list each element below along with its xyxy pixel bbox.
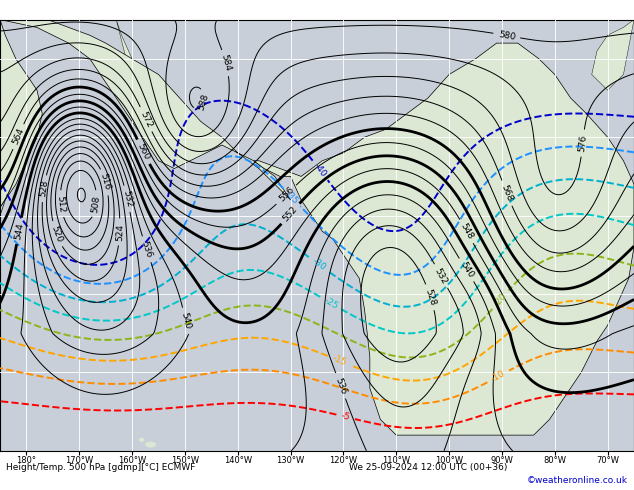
Polygon shape <box>0 20 290 200</box>
Polygon shape <box>116 20 153 114</box>
Polygon shape <box>0 20 42 216</box>
Text: 564: 564 <box>11 127 26 146</box>
Text: 576: 576 <box>578 134 588 152</box>
Text: 512: 512 <box>55 195 66 213</box>
Text: 560: 560 <box>136 142 152 162</box>
Ellipse shape <box>139 438 145 442</box>
Text: 516: 516 <box>99 172 112 192</box>
Text: 540: 540 <box>458 260 475 280</box>
Text: -35: -35 <box>283 189 300 206</box>
Text: Height/Temp. 500 hPa [gdmp][°C] ECMWF: Height/Temp. 500 hPa [gdmp][°C] ECMWF <box>6 463 196 472</box>
Text: 528: 528 <box>38 179 49 198</box>
Text: -10: -10 <box>489 369 507 384</box>
Text: 548: 548 <box>458 221 475 241</box>
Text: 520: 520 <box>49 224 63 244</box>
Text: 536: 536 <box>139 240 153 259</box>
Text: 552: 552 <box>281 204 299 223</box>
Text: 508: 508 <box>91 195 102 213</box>
Text: -20: -20 <box>492 291 508 308</box>
Text: -25: -25 <box>322 295 339 311</box>
Ellipse shape <box>145 442 156 447</box>
Text: 544: 544 <box>13 221 25 240</box>
Text: 532: 532 <box>433 267 449 286</box>
Polygon shape <box>592 20 634 90</box>
Text: 572: 572 <box>138 110 153 129</box>
Text: 568: 568 <box>500 183 514 203</box>
Text: 536: 536 <box>333 376 348 395</box>
Text: -5: -5 <box>340 412 351 422</box>
Text: 532: 532 <box>121 190 134 208</box>
Text: 540: 540 <box>179 312 192 330</box>
Text: 580: 580 <box>498 29 516 42</box>
Text: 584: 584 <box>219 53 232 73</box>
Text: 528: 528 <box>424 288 437 307</box>
Text: 556: 556 <box>277 185 295 204</box>
Polygon shape <box>254 43 634 435</box>
Text: ©weatheronline.co.uk: ©weatheronline.co.uk <box>527 476 628 485</box>
Text: 524: 524 <box>115 223 124 241</box>
Text: 588: 588 <box>197 92 210 112</box>
Text: We 25-09-2024 12:00 UTC (00+36): We 25-09-2024 12:00 UTC (00+36) <box>349 463 507 472</box>
Text: -30: -30 <box>310 256 327 272</box>
Text: -15: -15 <box>331 354 348 368</box>
Text: -40: -40 <box>312 162 328 179</box>
